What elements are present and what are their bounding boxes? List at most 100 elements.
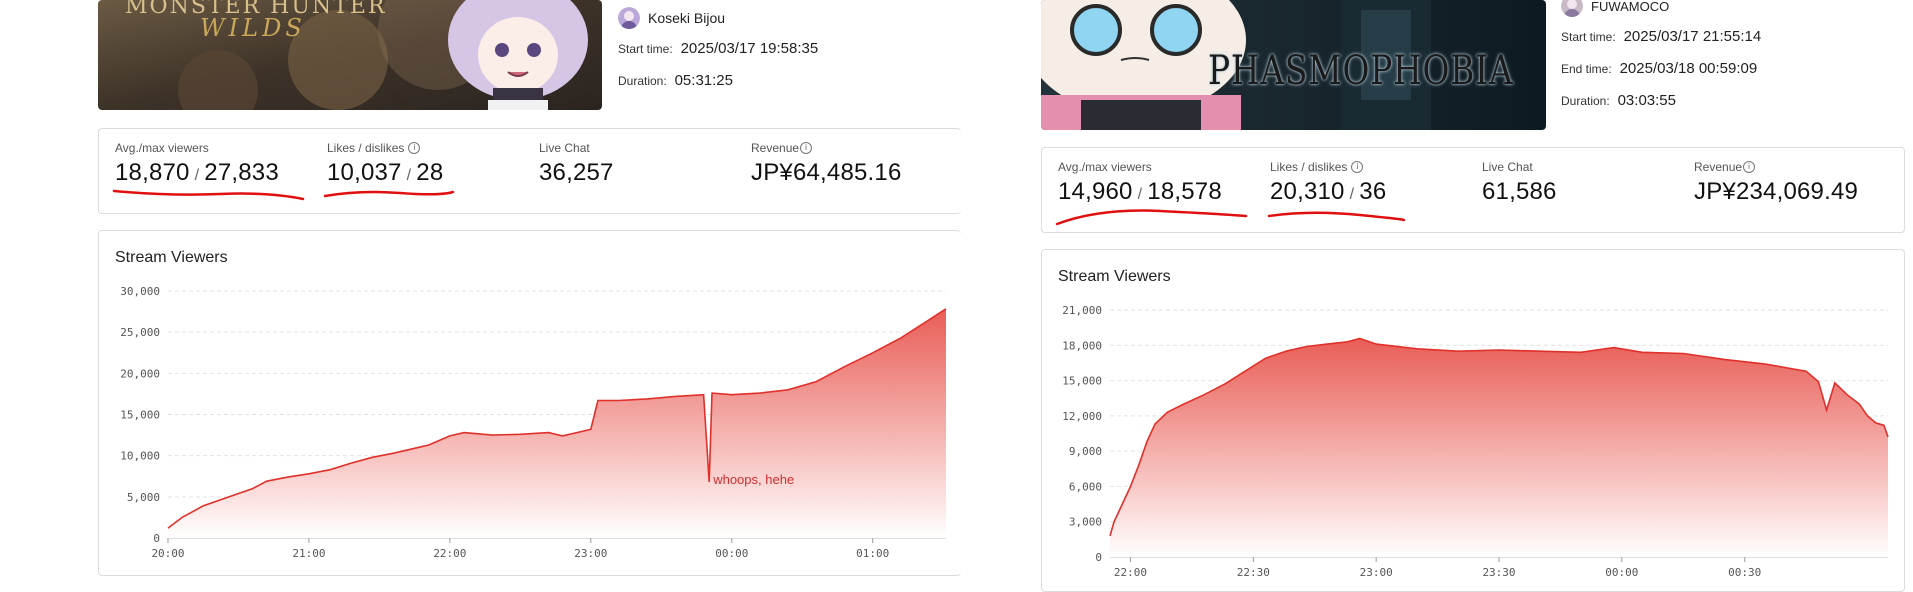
start-time-label: Start time: xyxy=(1561,30,1616,44)
revenue-stat: Revenue i JP¥234,069.49 xyxy=(1694,160,1858,206)
x-tick-label: 22:30 xyxy=(1237,566,1270,579)
likes-separator: / xyxy=(1349,186,1355,203)
revenue-label: Revenue xyxy=(1694,160,1743,174)
end-time-value: 2025/03/18 00:59:09 xyxy=(1619,60,1758,77)
info-icon[interactable]: i xyxy=(800,142,813,154)
x-tick-label: 21:00 xyxy=(292,547,325,560)
game-title-text: PHASMOPHOBIA xyxy=(1208,48,1514,94)
revenue-value: JP¥234,069.49 xyxy=(1694,178,1859,205)
y-tick-label: 3,000 xyxy=(1069,516,1102,529)
game-title-logo: MONSTER HUNTER xyxy=(125,0,386,19)
live-chat-stat: Live Chat 36,257 xyxy=(539,141,614,187)
game-title-logo: PHASMOPHOBIA xyxy=(1208,48,1513,94)
x-tick-label: 01:00 xyxy=(856,547,889,560)
channel-link[interactable]: FUWAMOCO xyxy=(1561,0,1669,17)
viewers-avg: 18,870 xyxy=(115,159,190,186)
viewers-line xyxy=(1109,337,1889,537)
start-time-label: Start time: xyxy=(618,42,673,56)
likes-value: 20,310 xyxy=(1270,178,1345,205)
y-tick-label: 10,000 xyxy=(120,450,160,463)
end-time-row: End time: 2025/03/18 00:59:09 xyxy=(1561,60,1757,77)
likes-label: Likes / dislikes xyxy=(1270,160,1348,174)
game-subtitle-text: WILDS xyxy=(200,14,306,42)
viewers-label: Avg./max viewers xyxy=(115,141,209,155)
likes-label: Likes / dislikes xyxy=(327,141,405,155)
game-title-text: MONSTER HUNTER xyxy=(125,0,387,19)
x-tick-label: 23:00 xyxy=(574,547,607,560)
x-tick-label: 00:30 xyxy=(1728,566,1761,579)
stream-viewers-chart: 0 3,000 6,000 9,000 12,000 15,000 18,000 21,000… xyxy=(1062,304,1889,579)
duration-row: Duration: 03:03:55 xyxy=(1561,92,1676,109)
viewers-area xyxy=(168,308,946,538)
viewers-avg: 14,960 xyxy=(1058,178,1133,205)
live-chat-value: 36,257 xyxy=(539,159,614,186)
chart-title: Stream Viewers xyxy=(1058,268,1171,285)
viewers-max: 27,833 xyxy=(204,159,279,186)
likes-stat: Likes / dislikes i 20,310/36 xyxy=(1270,160,1386,206)
end-time-label: End time: xyxy=(1561,62,1612,76)
left-stream-panel: MONSTER HUNTER WILDS Koseki Bijou Start … xyxy=(98,0,961,576)
y-tick-label: 0 xyxy=(1095,551,1102,564)
info-icon[interactable]: i xyxy=(1351,161,1364,173)
channel-name: FUWAMOCO xyxy=(1591,0,1670,14)
channel-name: Koseki Bijou xyxy=(648,10,726,26)
y-tick-label: 12,000 xyxy=(1062,410,1102,423)
y-tick-label: 25,000 xyxy=(120,326,160,339)
x-tick-label: 20:00 xyxy=(151,547,184,560)
chart-annotation: whoops, hehe xyxy=(712,472,794,487)
viewers-stat: Avg./max viewers 18,870/27,833 xyxy=(115,141,279,187)
revenue-stat: Revenue i JP¥64,485.16 xyxy=(751,141,902,187)
start-time-value: 2025/03/17 19:58:35 xyxy=(680,40,819,57)
viewers-label: Avg./max viewers xyxy=(1058,160,1152,174)
revenue-value: JP¥64,485.16 xyxy=(751,159,902,186)
info-icon[interactable]: i xyxy=(1743,161,1756,173)
game-subtitle-logo: WILDS xyxy=(200,14,306,42)
channel-avatar xyxy=(618,7,640,29)
revenue-label: Revenue xyxy=(751,141,800,155)
y-tick-label: 18,000 xyxy=(1062,339,1102,352)
x-tick-label: 22:00 xyxy=(1114,566,1147,579)
live-chat-stat: Live Chat 61,586 xyxy=(1482,160,1557,206)
stream-viewers-chart: 0 5,000 10,000 15,000 20,000 25,000 30,000 20:0… xyxy=(120,285,947,560)
y-tick-label: 9,000 xyxy=(1069,445,1102,458)
live-chat-label: Live Chat xyxy=(1482,160,1533,174)
likes-separator: / xyxy=(406,167,412,184)
likes-stat: Likes / dislikes i 10,037/28 xyxy=(327,141,443,187)
start-time-value: 2025/03/17 21:55:14 xyxy=(1623,28,1762,45)
monster-hunter-thumbnail-art xyxy=(98,0,602,110)
duration-row: Duration: 05:31:25 xyxy=(618,72,733,89)
x-tick-label: 22:00 xyxy=(433,547,466,560)
y-tick-label: 5,000 xyxy=(127,491,160,504)
duration-value: 05:31:25 xyxy=(674,72,733,89)
channel-avatar xyxy=(1561,0,1583,17)
viewers-separator: / xyxy=(194,167,200,184)
live-chat-value: 61,586 xyxy=(1482,178,1557,205)
phasmophobia-thumbnail-art xyxy=(1041,0,1546,130)
x-tick-label: 23:30 xyxy=(1482,566,1515,579)
x-tick-label: 00:00 xyxy=(1605,566,1638,579)
start-time-row: Start time: 2025/03/17 21:55:14 xyxy=(1561,28,1761,45)
chart-title: Stream Viewers xyxy=(115,249,228,266)
y-tick-label: 6,000 xyxy=(1069,480,1102,493)
likes-value: 10,037 xyxy=(327,159,402,186)
viewers-area xyxy=(1110,338,1888,557)
duration-label: Duration: xyxy=(1561,94,1610,108)
channel-link[interactable]: Koseki Bijou xyxy=(618,7,725,29)
y-tick-label: 15,000 xyxy=(1062,375,1102,388)
x-tick-label: 00:00 xyxy=(715,547,748,560)
x-tick-label: 23:00 xyxy=(1360,566,1393,579)
dislikes-value: 28 xyxy=(416,159,444,186)
info-icon[interactable]: i xyxy=(408,142,421,154)
duration-value: 03:03:55 xyxy=(1617,92,1676,109)
stream-thumbnail[interactable] xyxy=(98,0,602,110)
viewers-line xyxy=(167,308,947,529)
live-chat-label: Live Chat xyxy=(539,141,590,155)
y-tick-label: 15,000 xyxy=(120,409,160,422)
dislikes-value: 36 xyxy=(1359,178,1387,205)
viewers-stat: Avg./max viewers 14,960/18,578 xyxy=(1058,160,1222,206)
y-tick-label: 0 xyxy=(153,532,160,545)
stream-thumbnail[interactable] xyxy=(1041,0,1546,130)
y-tick-label: 30,000 xyxy=(120,285,160,298)
y-tick-label: 21,000 xyxy=(1062,304,1102,317)
y-tick-label: 20,000 xyxy=(120,367,160,380)
